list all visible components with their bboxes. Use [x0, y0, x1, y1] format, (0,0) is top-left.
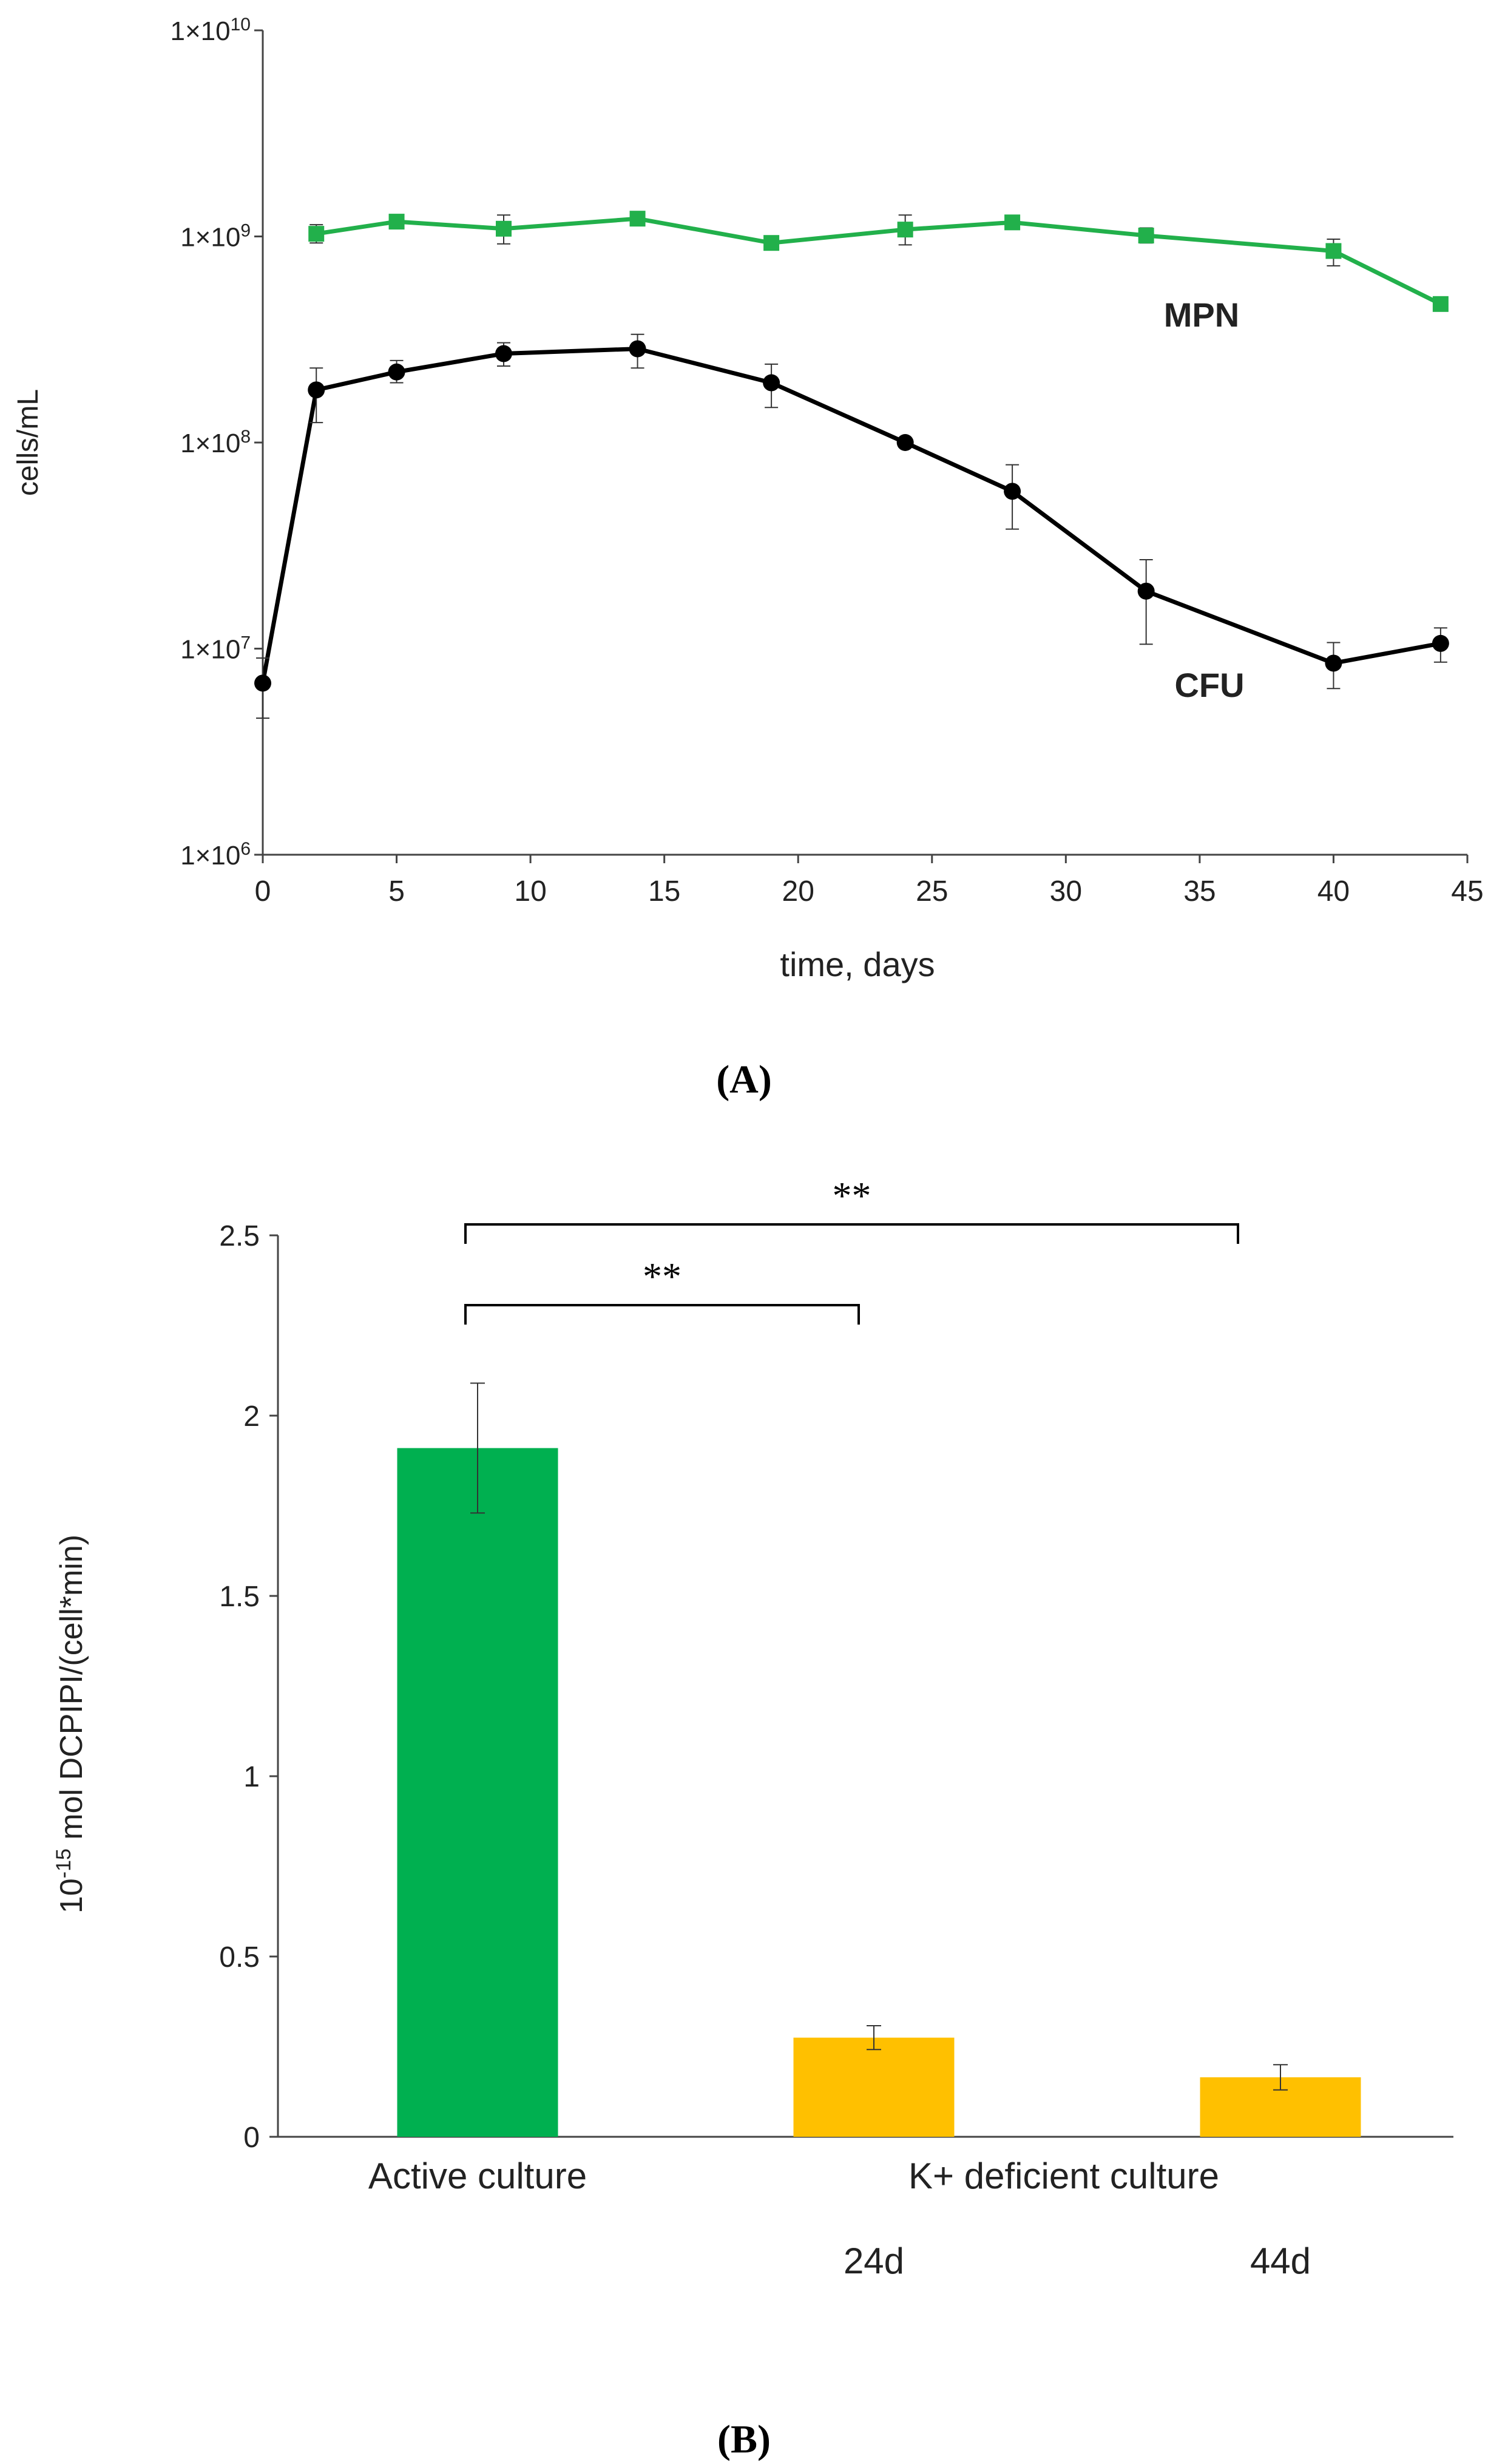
chart-a-x-tick-label: 15 [648, 875, 680, 908]
category-label-44d: 44d [1250, 2241, 1311, 2281]
mpn-point [1432, 296, 1449, 312]
chart-a: 1×106 1×107 1×108 1×109 1×1010 0 5 10 15 20 25 30 35… [12, 15, 1484, 984]
category-label-active-culture: Active culture [368, 2156, 587, 2196]
cfu-point [629, 340, 646, 358]
chart-b-y-tick-label: 2 [243, 1400, 260, 1433]
chart-b-y-tick-label: 0 [243, 2122, 260, 2154]
panel-label-a: (A) [716, 1057, 772, 1102]
chart-a-x-tick-label: 0 [255, 875, 271, 908]
significance-bracket [464, 1304, 860, 1325]
panel-label-b: (B) [717, 2417, 771, 2462]
mpn-point [308, 226, 325, 242]
chart-a-x-tick-label: 35 [1183, 875, 1216, 908]
mpn-point [763, 235, 780, 251]
significance-marker: ** [833, 1174, 871, 1217]
cfu-point [1325, 654, 1342, 672]
mpn-point [1325, 243, 1342, 259]
bar-active-culture [397, 1448, 558, 2137]
mpn-series-line [316, 216, 1442, 306]
cfu-point [254, 674, 271, 692]
cfu-point [896, 434, 914, 451]
chart-a-x-tick-label: 5 [388, 875, 405, 908]
category-label-24d: 24d [844, 2241, 904, 2281]
cfu-series-label: CFU [1174, 666, 1244, 704]
chart-a-y-tick-label: 1×106 [180, 839, 251, 871]
chart-a-series [254, 211, 1449, 719]
chart-a-x-tick-label: 30 [1050, 875, 1082, 908]
chart-a-x-tick-label: 20 [782, 875, 814, 908]
chart-b-significance: ** ** [464, 1174, 1239, 1325]
chart-b-y-tick-label: 1 [243, 1761, 260, 1793]
mpn-series-label: MPN [1164, 296, 1239, 334]
chart-b-y-axis-label: 10-15 mol DCPIPI/(cell*min) [52, 1535, 89, 1913]
chart-a-y-axis-label: cells/mL [12, 389, 44, 496]
cfu-point [308, 381, 325, 399]
cfu-point [495, 345, 512, 362]
cfu-point [1004, 483, 1021, 500]
mpn-point [496, 220, 512, 237]
chart-b-y-tick-label: 2.5 [219, 1220, 260, 1252]
chart-a-x-tick-label: 40 [1317, 875, 1350, 908]
chart-a-y-tick-label: 1×108 [180, 427, 251, 459]
cfu-point [388, 363, 405, 381]
cfu-point [1137, 582, 1155, 600]
bar-24d [793, 2037, 955, 2137]
chart-a-x-axis-label: time, days [780, 945, 935, 983]
mpn-point [388, 214, 405, 230]
mpn-point [1138, 228, 1154, 244]
chart-b-y-tick-label: 0.5 [219, 1941, 260, 1974]
chart-a-y-tick-label: 1×107 [180, 633, 251, 665]
chart-a-axes: 1×106 1×107 1×108 1×109 1×1010 0 5 10 15 20 25 30 35… [171, 15, 1484, 908]
significance-bracket [464, 1223, 1239, 1244]
chart-a-y-tick-label: 1×109 [180, 220, 251, 253]
chart-a-y-tick-label: 1×1010 [171, 15, 251, 47]
chart-b-y-tick-label: 1.5 [219, 1581, 260, 1613]
cfu-point [1432, 634, 1449, 652]
mpn-point [629, 211, 646, 227]
mpn-point [897, 222, 913, 238]
chart-a-x-tick-label: 10 [514, 875, 546, 908]
chart-a-x-tick-label: 45 [1451, 875, 1483, 908]
group-label-k-deficient: K+ deficient culture [908, 2156, 1219, 2196]
significance-marker: ** [643, 1255, 681, 1298]
chart-a-x-tick-label: 25 [916, 875, 948, 908]
mpn-point [1004, 214, 1021, 231]
chart-b-bars [397, 1382, 1361, 2137]
chart-b: 0 0.5 1 1.5 2 2.5 ** ** 10-15 mol DCPIPI/(cell… [52, 1174, 1453, 2281]
cfu-point [763, 374, 780, 392]
cfu-series-line [260, 347, 1441, 684]
